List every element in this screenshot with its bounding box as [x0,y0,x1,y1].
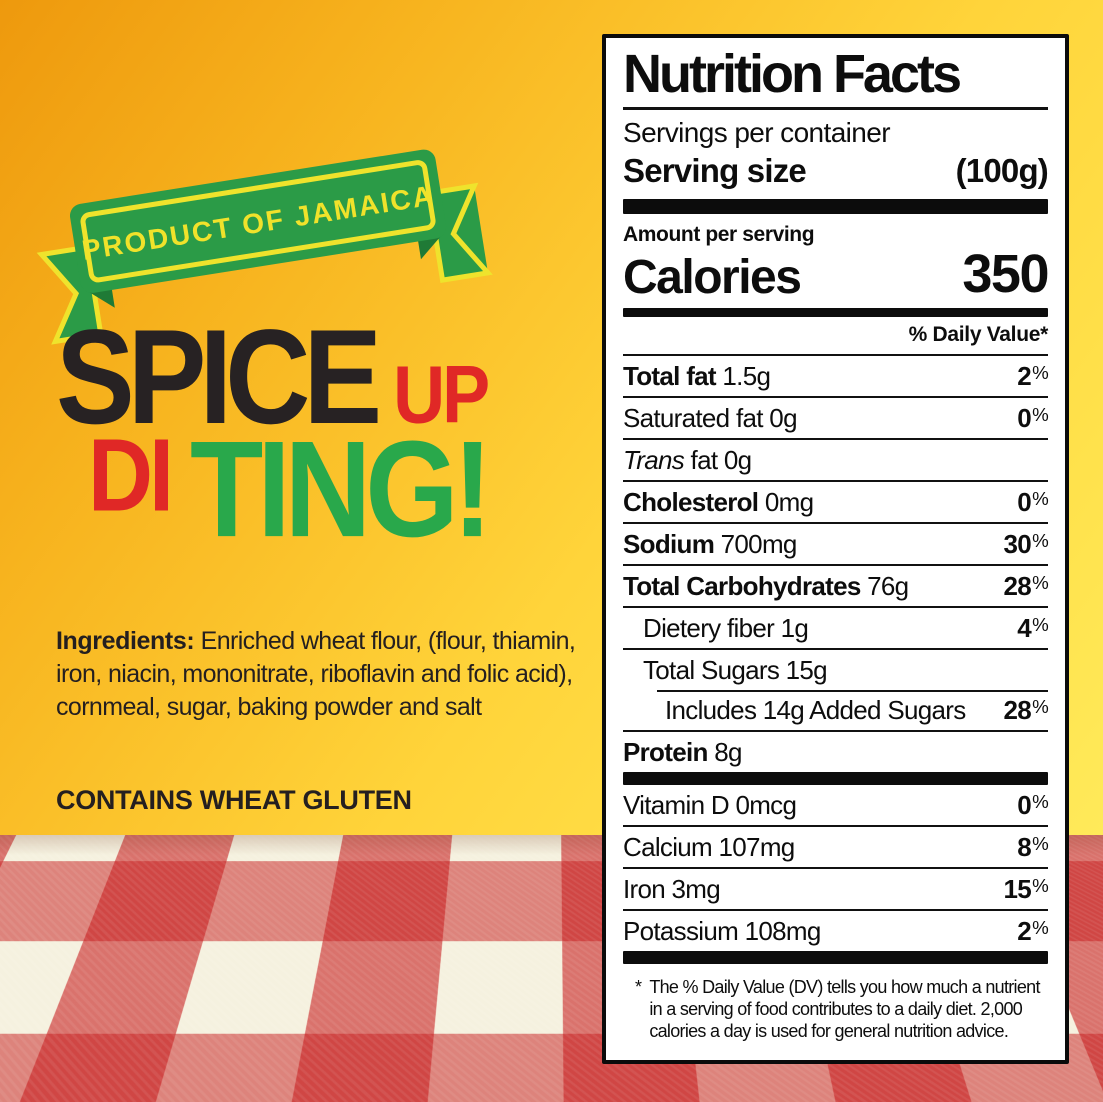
nutrient-name: Sodium 700mg [623,528,797,559]
nutrient-row: Cholesterol 0mg 0% [623,480,1049,522]
thick-divider [623,199,1048,215]
nutrient-row: Total Carbohydrates 76g 28% [623,564,1049,606]
jamaica-ribbon-banner: PRODUCT OF JAMAICA [25,116,498,364]
slogan-word-ting: TING! [190,412,493,566]
ribbon-right-tail [425,182,493,283]
ingredients-paragraph: Ingredients: Enriched wheat flour, (flou… [56,625,601,724]
ribbon-graphic: PRODUCT OF JAMAICA [36,149,493,345]
daily-value-header: % Daily Value* [908,323,1049,347]
nutrient-name: Calcium 107mg [623,831,795,862]
serving-size-label: Serving size [623,152,807,190]
nutrient-row: Iron 3mg 15% [623,867,1049,909]
nutrition-facts-title: Nutrition Facts [623,38,1048,111]
nutrient-rows-vitamins: Vitamin D 0mcg 0% Calcium 107mg 8% Iron 3mg 1… [623,785,1049,951]
footnote-text: The % Daily Value (DV) tells you how muc… [649,977,1040,1042]
nutrient-row: Protein 8g [623,730,1048,772]
slogan-word-spice: SPICE [56,302,382,453]
daily-value-footnote: * The % Daily Value (DV) tells you how m… [623,964,1048,1043]
thick-divider [623,951,1048,965]
amount-per-serving-label: Amount per serving [623,223,815,247]
nutrient-row: Potassium 108mg 2% [623,909,1049,951]
nutrient-row: Saturated fat 0g 0% [623,396,1049,438]
slogan-word-up: UP [393,349,490,441]
ingredients-label: Ingredients: [56,627,195,655]
nutrient-daily-value: 15% [1003,873,1049,904]
calories-row: Calories 350 [623,244,1049,308]
nutrient-name: Total fat 1.5g [623,360,771,391]
medium-divider [623,308,1048,318]
nutrient-daily-value: 2% [1017,915,1048,946]
nutrient-row: Vitamin D 0mcg 0% [623,785,1049,825]
thick-divider [623,772,1048,786]
nutrient-rows-main: Total fat 1.5g 2% Saturated fat 0g 0% Trans … [623,354,1049,772]
nutrient-row: Calcium 107mg 8% [623,825,1049,867]
slogan-word-di: DI [88,419,174,534]
calories-value: 350 [962,244,1049,305]
nutrient-name: Trans fat 0g [623,444,752,475]
nutrient-name: Protein 8g [623,736,742,767]
nutrient-row: Total fat 1.5g 2% [623,354,1049,396]
nutrient-name: Includes 14g Added Sugars [665,694,966,725]
allergen-statement: CONTAINS WHEAT GLUTEN [56,785,412,815]
nutrient-name: Iron 3mg [623,873,721,904]
nutrient-row: Trans fat 0g [623,438,1048,480]
ingredients-text: Enriched wheat flour, (flour, thiamin, i… [56,627,576,721]
nutrient-daily-value: 8% [1017,831,1048,862]
ribbon-band-border [80,160,436,283]
slogan-line-2: DI TING! [88,420,526,557]
nutrient-daily-value: 0% [1017,402,1048,433]
nutrient-daily-value: 4% [1017,612,1048,643]
serving-size-value: (100g) [955,152,1049,190]
nutrient-daily-value: 28% [1003,570,1049,601]
nutrition-facts-panel: Nutrition Facts Servings per container S… [602,34,1069,1064]
nutrient-row: Dietery fiber 1g 4% [623,606,1049,648]
nutrient-row: Includes 14g Added Sugars 28% [623,690,1049,730]
nutrient-name: Potassium 108mg [623,915,821,946]
calories-label: Calories [623,250,802,304]
nutrient-name: Dietery fiber 1g [643,612,809,643]
nutrient-name: Vitamin D 0mcg [623,789,797,820]
nutrient-daily-value: 0% [1017,789,1048,820]
nutrient-name: Saturated fat 0g [623,402,798,433]
footnote-asterisk: * [635,977,642,998]
nutrient-daily-value: 28% [1003,694,1049,725]
slogan-line-1: SPICE UP [56,310,526,444]
nutrient-name: Total Carbohydrates 76g [623,570,909,601]
nutrient-name: Cholesterol 0mg [623,486,814,517]
nutrient-daily-value: 30% [1003,528,1049,559]
nutrient-daily-value: 0% [1017,486,1048,517]
nutrient-name: Total Sugars 15g [643,654,828,685]
nutrient-row: Total Sugars 15g [623,648,1048,690]
serving-size-row: Serving size (100g) [623,149,1049,199]
slogan: SPICE UP DI TING! [56,310,526,557]
nutrient-daily-value: 2% [1017,360,1048,391]
servings-per-container: Servings per container [623,117,891,149]
nutrient-row: Sodium 700mg 30% [623,522,1049,564]
ribbon-band [69,149,447,293]
